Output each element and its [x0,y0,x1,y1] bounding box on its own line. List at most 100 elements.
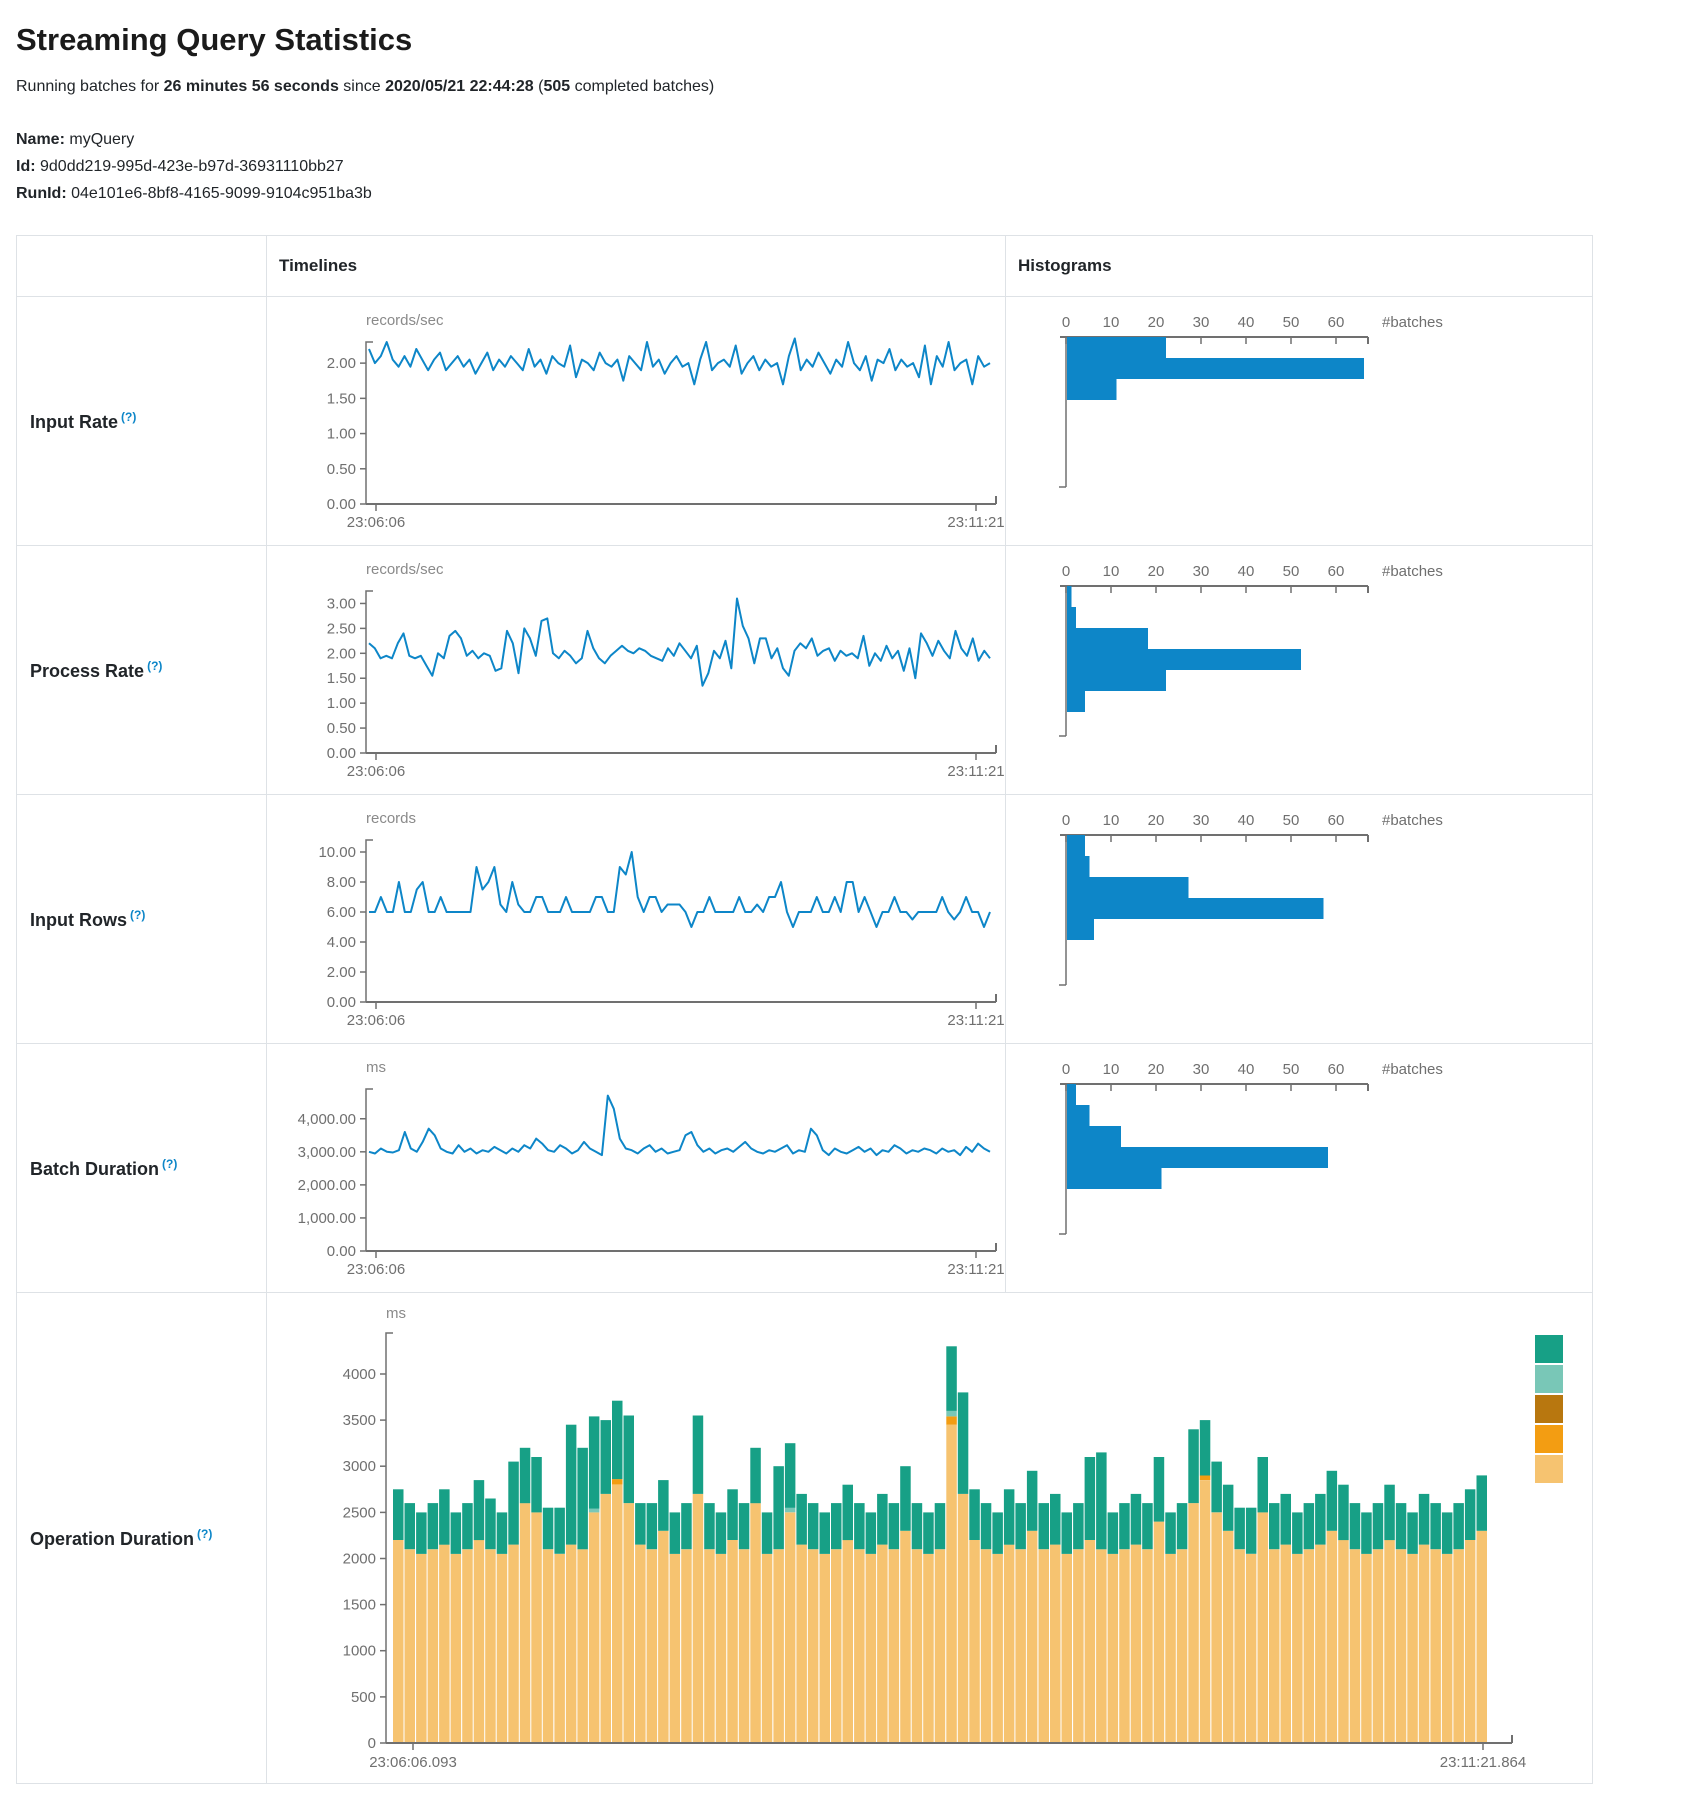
stacked-bar-segment [1384,1484,1395,1541]
row-label: Batch Duration [30,1158,160,1179]
header-empty-cell [17,236,267,297]
histogram-bar [1067,1105,1090,1126]
help-icon[interactable]: (?) [162,1156,178,1171]
stacked-bar-segment [1453,1549,1464,1743]
row-label: Process Rate [30,660,145,681]
x-tick-label: 10 [1103,563,1120,580]
x-tick-label: 40 [1238,812,1255,829]
histogram-bar [1067,856,1090,877]
x-tick-label: 50 [1283,1061,1300,1078]
stacked-bar-segment [946,1346,957,1411]
stacked-bar-segment [565,1424,577,1545]
stacked-bar-segment [565,1544,577,1743]
stacked-bar-segment [588,1416,600,1509]
stacked-bar-segment [1430,1503,1441,1550]
x-axis-start-label: 23:06:06 [347,1261,405,1278]
stacked-bar-segment [508,1461,519,1545]
stacked-bar-segment [957,1493,969,1743]
legend-swatch [1535,1395,1563,1423]
query-name-value: myQuery [69,131,135,148]
histogram-bar [1067,649,1301,670]
stacked-bar-segment [980,1549,992,1743]
stacked-bar-segment [888,1549,900,1743]
y-tick-label: 0.00 [327,1243,356,1260]
x-tick-label: 0 [1062,314,1070,331]
stacked-bar-segment [635,1544,646,1743]
stacked-bar-segment [646,1549,658,1743]
histogram-bar [1067,691,1085,712]
stacked-bar-segment [681,1549,692,1743]
running-duration: 26 minutes 56 seconds [163,78,339,95]
y-tick-label: 2,000.00 [298,1177,356,1194]
stacked-bar-segment [1326,1530,1338,1743]
row-label: Operation Duration [30,1528,195,1549]
stacked-bar-segment [1211,1512,1222,1743]
stacked-bar-segment [612,1400,623,1480]
stacked-bar-segment [416,1553,427,1743]
x-tick-label: 0 [1062,1061,1070,1078]
stacked-bar-segment [681,1503,692,1550]
input-rows-timeline-chart: records 10.00 8.00 6.00 4.00 2.00 0.00 23:06:06… [267,795,1006,1044]
help-icon[interactable]: (?) [197,1526,213,1541]
stacked-bar-segment [946,1424,957,1743]
stacked-bar-segment [1338,1484,1349,1541]
input-rate-timeline-chart: records/sec 2.00 1.50 1.00 0.50 0.00 23:06:06 2… [267,297,1006,546]
completed-batches-count: 505 [543,78,571,95]
stacked-bar-segment [692,1493,704,1743]
summary-text: Running batches for [16,78,164,95]
help-icon[interactable]: (?) [121,409,137,424]
batches-axis-label: #batches [1382,812,1443,829]
query-runid-line: RunId: 04e101e6-8bf8-4165-9099-9104c951b… [16,180,1677,207]
stacked-bar-segment [1361,1512,1372,1554]
stacked-bar-segment [635,1503,646,1545]
stacked-bar-segment [1441,1553,1453,1743]
stacked-bar-segment [1234,1507,1245,1550]
y-tick-label: 0.50 [327,461,356,478]
stacked-bar-segment [1165,1553,1176,1743]
y-tick-label: 3,000.00 [298,1144,356,1161]
stacked-bar-segment [969,1489,980,1540]
stacked-bar-segment [1096,1452,1107,1550]
timeline-series-line [368,597,991,687]
y-tick-label: 1500 [343,1597,376,1614]
help-icon[interactable]: (?) [147,658,163,673]
histogram-bar [1067,1084,1076,1105]
stacked-bar-segment [646,1503,658,1550]
y-tick-label: 0.00 [327,994,356,1011]
stacked-bar-segment [404,1549,415,1743]
stacked-bar-segment [1222,1484,1234,1531]
stacked-bar-segment [1326,1470,1338,1531]
stacked-bar-segment [1026,1470,1038,1531]
stacked-bar-segment [1453,1503,1464,1550]
stacked-bar-segment [600,1420,611,1494]
stacked-bar-segment [969,1540,980,1743]
stacked-bar-segment [1245,1553,1257,1743]
stacked-bar-segment [1407,1553,1418,1743]
stacked-bar-segment [1418,1544,1430,1743]
y-tick-label: 0.50 [327,720,356,737]
x-axis-end-label: 23:11:21 [947,514,1004,531]
stacked-bar-segment [427,1549,439,1743]
stacked-bar-segment [1003,1489,1015,1545]
stacked-bar-segment [1096,1549,1107,1743]
stacked-bar-segment [1372,1549,1384,1743]
table-header-row: Timelines Histograms [17,236,1592,297]
stacked-bar-segment [658,1530,669,1743]
table-row-input-rate: Input Rate (?) records/sec 2.00 1.50 1.00 0.5… [17,297,1592,546]
stacked-bar-segment [462,1503,473,1550]
stacked-bar-segment [531,1512,542,1743]
histogram-bar [1067,877,1189,898]
stacked-bar-segment [1257,1457,1268,1513]
stacked-bar-segment [1464,1489,1476,1540]
x-tick-label: 50 [1283,812,1300,829]
stacked-bar-segment [416,1512,427,1554]
y-axis-unit-label: records/sec [366,312,444,329]
stacked-bar-segment [842,1484,853,1541]
batches-axis-label: #batches [1382,314,1443,331]
help-icon[interactable]: (?) [130,907,146,922]
timeline-svg: records 10.00 8.00 6.00 4.00 2.00 0.0023:06:06… [318,810,1004,1029]
x-tick-label: 20 [1148,563,1165,580]
stacked-bar-segment [1303,1503,1315,1550]
timeline-series-line [369,851,991,928]
